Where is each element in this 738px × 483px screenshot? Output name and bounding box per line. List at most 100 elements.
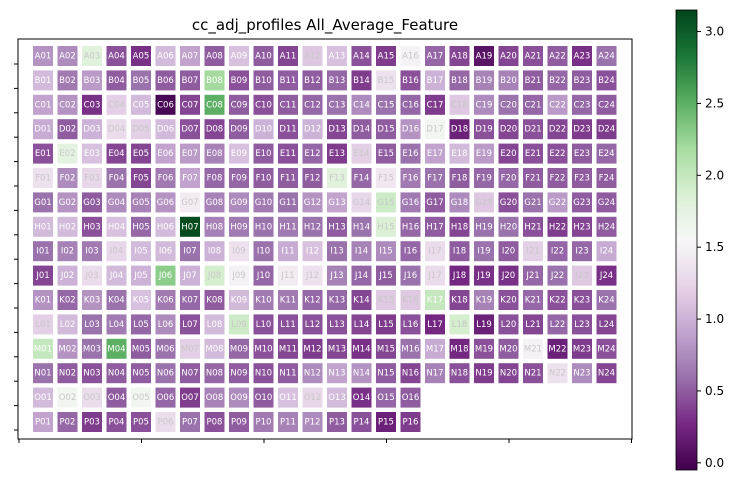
cell-N16 bbox=[400, 363, 421, 384]
cell-label: C18 bbox=[451, 100, 468, 110]
cell-label: I15 bbox=[379, 247, 392, 257]
cell-label: E18 bbox=[451, 149, 467, 159]
cell-label: M15 bbox=[377, 344, 395, 354]
cell-A06 bbox=[155, 46, 176, 66]
cell-label: E12 bbox=[304, 149, 320, 159]
cell-H24 bbox=[596, 216, 617, 237]
cell-L12 bbox=[302, 314, 323, 335]
cell-J10 bbox=[253, 265, 274, 286]
cell-C04 bbox=[106, 94, 127, 115]
cell-C17 bbox=[425, 94, 445, 115]
cell-B19 bbox=[474, 70, 494, 91]
cell-J16 bbox=[400, 265, 421, 286]
cell-L03 bbox=[82, 314, 102, 335]
cell-label: J09 bbox=[231, 271, 245, 281]
cell-label: F05 bbox=[133, 174, 149, 184]
cell-I05 bbox=[131, 241, 151, 262]
cell-N06 bbox=[155, 363, 176, 384]
cell-label: K24 bbox=[598, 296, 614, 306]
cell-label: B16 bbox=[402, 76, 419, 86]
cell-C24 bbox=[596, 94, 617, 115]
cell-label: L22 bbox=[550, 320, 566, 330]
cell-E16 bbox=[400, 143, 421, 164]
cell-label: I02 bbox=[61, 247, 74, 257]
cell-C16 bbox=[400, 94, 421, 115]
cell-A03 bbox=[82, 46, 102, 66]
cell-L05 bbox=[131, 314, 151, 335]
cell-G10 bbox=[253, 192, 274, 213]
cell-label: I24 bbox=[600, 247, 613, 257]
cell-K02 bbox=[57, 290, 78, 310]
cell-label: M14 bbox=[352, 344, 370, 354]
cell-G01 bbox=[33, 192, 53, 213]
cell-label: J02 bbox=[60, 271, 74, 281]
cell-label: F13 bbox=[329, 174, 345, 184]
cell-label: C04 bbox=[108, 100, 125, 110]
cell-label: D17 bbox=[426, 125, 443, 135]
cell-N17 bbox=[425, 363, 445, 384]
cell-A20 bbox=[498, 46, 519, 66]
cell-I15 bbox=[376, 241, 396, 262]
cell-label: L16 bbox=[403, 320, 419, 330]
cell-I22 bbox=[547, 241, 568, 262]
cell-label: P01 bbox=[35, 418, 51, 428]
cell-label: J19 bbox=[476, 271, 490, 281]
cell-G13 bbox=[327, 192, 347, 213]
cell-label: G18 bbox=[451, 198, 468, 208]
cell-K19 bbox=[474, 290, 494, 310]
cell-label: E13 bbox=[329, 149, 345, 159]
cell-L01 bbox=[33, 314, 53, 335]
cell-label: B17 bbox=[427, 76, 444, 86]
cell-label: I12 bbox=[306, 247, 319, 257]
cell-label: E03 bbox=[84, 149, 100, 159]
colorbar bbox=[675, 9, 698, 471]
cell-H06 bbox=[155, 216, 176, 237]
cell-label: D11 bbox=[279, 125, 296, 135]
cell-label: G21 bbox=[524, 198, 541, 208]
cell-P05 bbox=[131, 412, 151, 432]
cell-C01 bbox=[33, 94, 53, 115]
cell-label: C13 bbox=[329, 100, 346, 110]
cell-H13 bbox=[327, 216, 347, 237]
cell-I06 bbox=[155, 241, 176, 262]
cell-L22 bbox=[547, 314, 568, 335]
cell-A23 bbox=[572, 46, 592, 66]
cell-label: G14 bbox=[353, 198, 370, 208]
cell-label: A06 bbox=[157, 52, 174, 62]
cell-label: G24 bbox=[598, 198, 615, 208]
cell-D09 bbox=[229, 119, 249, 140]
cell-L08 bbox=[204, 314, 225, 335]
cell-label: P02 bbox=[60, 418, 76, 428]
cell-H22 bbox=[547, 216, 568, 237]
cell-A14 bbox=[351, 46, 372, 66]
cell-label: J24 bbox=[599, 271, 613, 281]
cell-label: B15 bbox=[378, 76, 395, 86]
cell-label: E06 bbox=[157, 149, 173, 159]
cell-E06 bbox=[155, 143, 176, 164]
cell-N11 bbox=[278, 363, 298, 384]
cell-G12 bbox=[302, 192, 323, 213]
cell-P04 bbox=[106, 412, 127, 432]
cell-I07 bbox=[180, 241, 200, 262]
cell-label: H01 bbox=[34, 222, 51, 232]
cell-label: D23 bbox=[573, 125, 590, 135]
cell-label: N22 bbox=[549, 369, 566, 379]
cell-label: C10 bbox=[255, 100, 272, 110]
cell-label: A08 bbox=[206, 52, 223, 62]
cell-M23 bbox=[572, 338, 592, 359]
cell-label: B01 bbox=[35, 76, 52, 86]
cell-label: N15 bbox=[377, 369, 394, 379]
cell-L13 bbox=[327, 314, 347, 335]
cell-N22 bbox=[547, 363, 568, 384]
cell-label: A23 bbox=[574, 52, 591, 62]
cell-G16 bbox=[400, 192, 421, 213]
cell-label: C11 bbox=[280, 100, 297, 110]
cell-C23 bbox=[572, 94, 592, 115]
cell-F04 bbox=[106, 168, 127, 188]
cell-label: H16 bbox=[402, 222, 419, 232]
cell-label: K13 bbox=[329, 296, 345, 306]
cell-label: I14 bbox=[355, 247, 368, 257]
cell-label: J11 bbox=[280, 271, 294, 281]
cell-label: F11 bbox=[280, 174, 296, 184]
cell-M07 bbox=[180, 338, 200, 359]
